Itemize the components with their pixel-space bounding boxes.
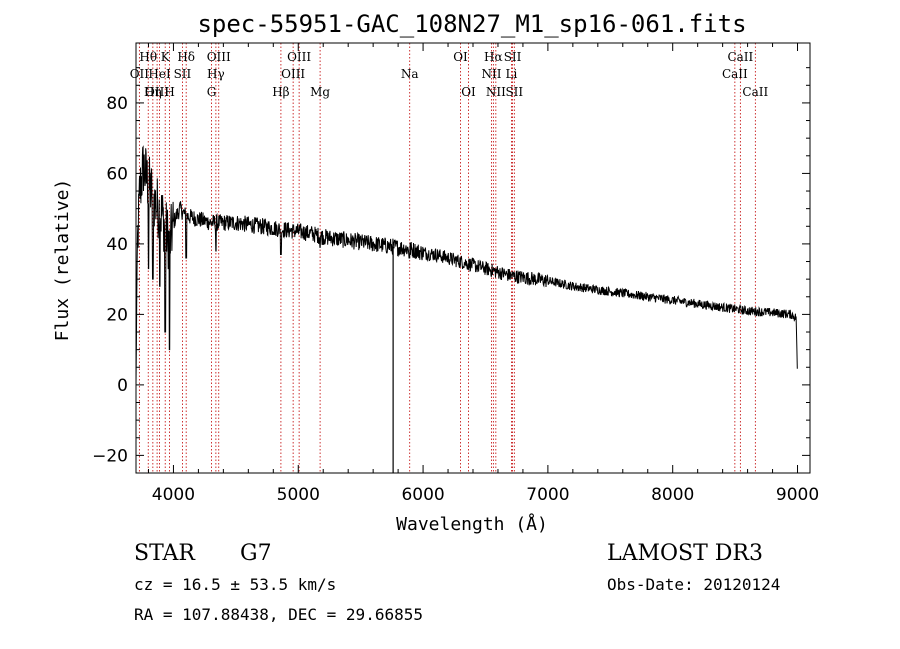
redshift-velocity: cz = 16.5 ± 53.5 km/s (134, 575, 336, 594)
y-tick-label: 40 (106, 235, 128, 255)
y-tick-label: 20 (106, 305, 128, 325)
observation-date: Obs-Date: 20120124 (607, 575, 780, 594)
x-axis: 4000 5000 6000 7000 8000 9000 (147, 43, 819, 505)
x-axis-label: Wavelength (Å) (396, 513, 548, 535)
line-label: Na (401, 67, 419, 81)
line-label: CaII (727, 50, 753, 64)
line-label: Hα (484, 50, 503, 64)
line-label: Hγ (207, 67, 225, 81)
sky-coordinates: RA = 107.88438, DEC = 29.66855 (134, 605, 423, 624)
line-label: Hβ (272, 85, 289, 99)
line-label: NII (481, 67, 501, 81)
line-label: G (207, 85, 217, 99)
object-class: STAR (134, 541, 196, 566)
x-tick-label: 8000 (651, 485, 694, 505)
line-label: Hη (144, 85, 162, 99)
x-tick-label: 6000 (401, 485, 444, 505)
line-label: OIII (207, 50, 231, 64)
line-label: OIII (145, 85, 169, 99)
line-label: K (161, 50, 171, 64)
line-label: SII (174, 67, 192, 81)
line-label: OI (461, 85, 476, 99)
line-label: CaII (742, 85, 768, 99)
object-subclass: G7 (240, 541, 272, 566)
line-label: Mg (310, 85, 330, 99)
line-label: Hθ (139, 50, 157, 64)
line-label: SII (504, 50, 522, 64)
x-tick-label: 4000 (152, 485, 195, 505)
line-label: OII (130, 67, 150, 81)
line-label: SII (505, 85, 523, 99)
y-tick-label: −20 (92, 446, 128, 466)
line-label: NII (486, 85, 506, 99)
line-label: Li (506, 67, 518, 81)
line-label: H (164, 85, 174, 99)
line-label: OIII (287, 50, 311, 64)
line-label: OIII (281, 67, 305, 81)
survey-name: LAMOST DR3 (607, 541, 763, 566)
line-label: HeI (148, 67, 171, 81)
y-axis-label: Flux (relative) (52, 179, 73, 342)
x-tick-label: 7000 (526, 485, 569, 505)
y-tick-label: 0 (117, 376, 128, 396)
line-label: CaII (722, 67, 748, 81)
line-label: Hδ (177, 50, 195, 64)
y-tick-label: 80 (106, 94, 128, 114)
emission-line-markers (138, 43, 756, 473)
x-tick-label: 9000 (776, 485, 819, 505)
chart-title: spec-55951-GAC_108N27_M1_sp16-061.fits (197, 10, 746, 38)
x-tick-label: 5000 (277, 485, 320, 505)
line-label: OI (453, 50, 468, 64)
y-tick-label: 60 (106, 164, 128, 184)
spectrum-line (135, 145, 798, 385)
y-axis: −20 0 20 40 60 80 (92, 67, 810, 466)
